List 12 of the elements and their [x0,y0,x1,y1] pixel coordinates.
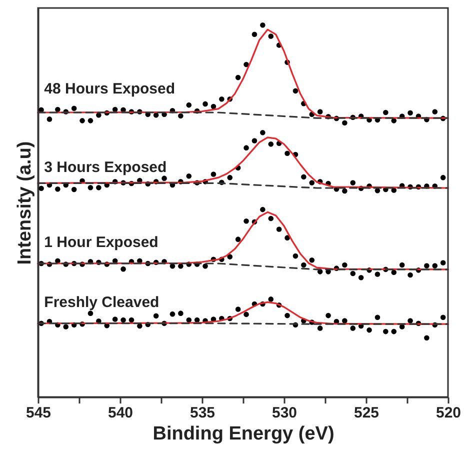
x-tick-label: 520 [436,404,462,422]
annotation: Freshly Cleaved [44,294,160,311]
x-tick-label: 545 [26,404,52,422]
x-tick-label: 540 [108,404,134,422]
annotation: 1 Hour Exposed [44,234,158,252]
x-tick-label: 530 [272,404,298,422]
annotation: 48 Hours Exposed [44,80,176,98]
x-axis-title: Binding Energy (eV) [152,424,334,444]
annotation: 3 Hours Exposed [44,158,167,176]
x-tick-label: 535 [190,404,216,422]
y-axis-title: Intensity (a.u) [14,141,36,265]
x-tick-label: 525 [354,404,380,422]
